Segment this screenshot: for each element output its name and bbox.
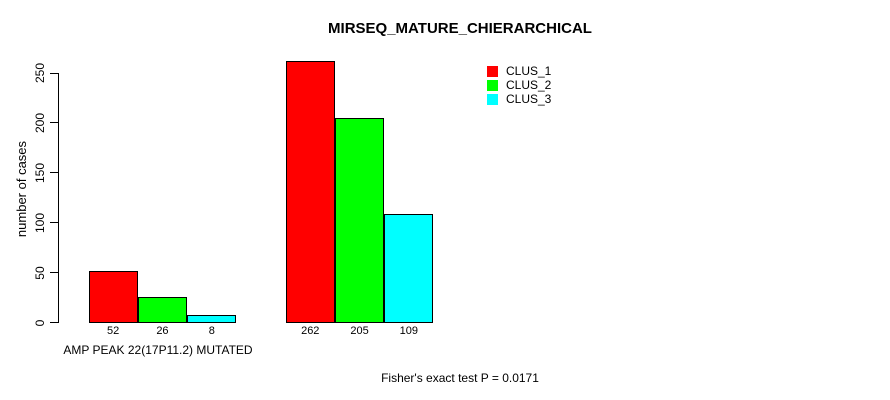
legend-label: CLUS_2 — [506, 78, 552, 92]
bar-value-label-clus_3-group1: 8 — [208, 325, 215, 337]
y-tick-label-250: 250 — [33, 62, 47, 84]
legend-swatch-icon — [487, 93, 498, 105]
y-tick-50 — [50, 272, 58, 274]
bar-clus_2-group1 — [137, 296, 188, 324]
legend-item-clus_3: CLUS_3 — [487, 92, 551, 106]
legend-swatch-icon — [487, 79, 498, 91]
bar-clus_2-group2 — [334, 117, 385, 324]
y-tick-0 — [50, 322, 58, 323]
legend-item-clus_2: CLUS_2 — [487, 78, 551, 92]
bar-value-label-clus_3-group2: 109 — [399, 325, 419, 337]
bar-value-label-clus_1-group2: 262 — [301, 325, 320, 337]
y-axis-title: number of cases — [14, 140, 29, 238]
bar-value-label-clus_2-group1: 26 — [156, 325, 169, 337]
bar-clus_3-group2 — [384, 213, 434, 324]
y-tick-250 — [50, 72, 58, 74]
bar-clus_1-group1 — [88, 270, 138, 324]
legend-label: CLUS_1 — [506, 64, 552, 78]
y-tick-150 — [50, 172, 58, 174]
fisher-test-annotation: Fisher's exact test P = 0.0171 — [381, 371, 539, 385]
bar-clus_1-group2 — [285, 61, 335, 324]
legend-swatch-icon — [487, 65, 498, 77]
bar-clus_3-group1 — [187, 314, 237, 324]
bar-value-label-clus_2-group2: 205 — [350, 325, 369, 337]
legend-label: CLUS_3 — [506, 92, 552, 106]
y-axis-line — [58, 73, 59, 323]
chart-title: MIRSEQ_MATURE_CHIERARCHICAL — [328, 20, 592, 37]
y-tick-100 — [50, 222, 58, 224]
bar-value-label-clus_1-group1: 52 — [107, 325, 120, 337]
legend: CLUS_1 CLUS_2 CLUS_3 — [487, 64, 551, 106]
legend-item-clus_1: CLUS_1 — [487, 64, 551, 78]
y-tick-200 — [50, 122, 58, 124]
x-axis-category-label: AMP PEAK 22(17P11.2) MUTATED — [63, 343, 253, 357]
